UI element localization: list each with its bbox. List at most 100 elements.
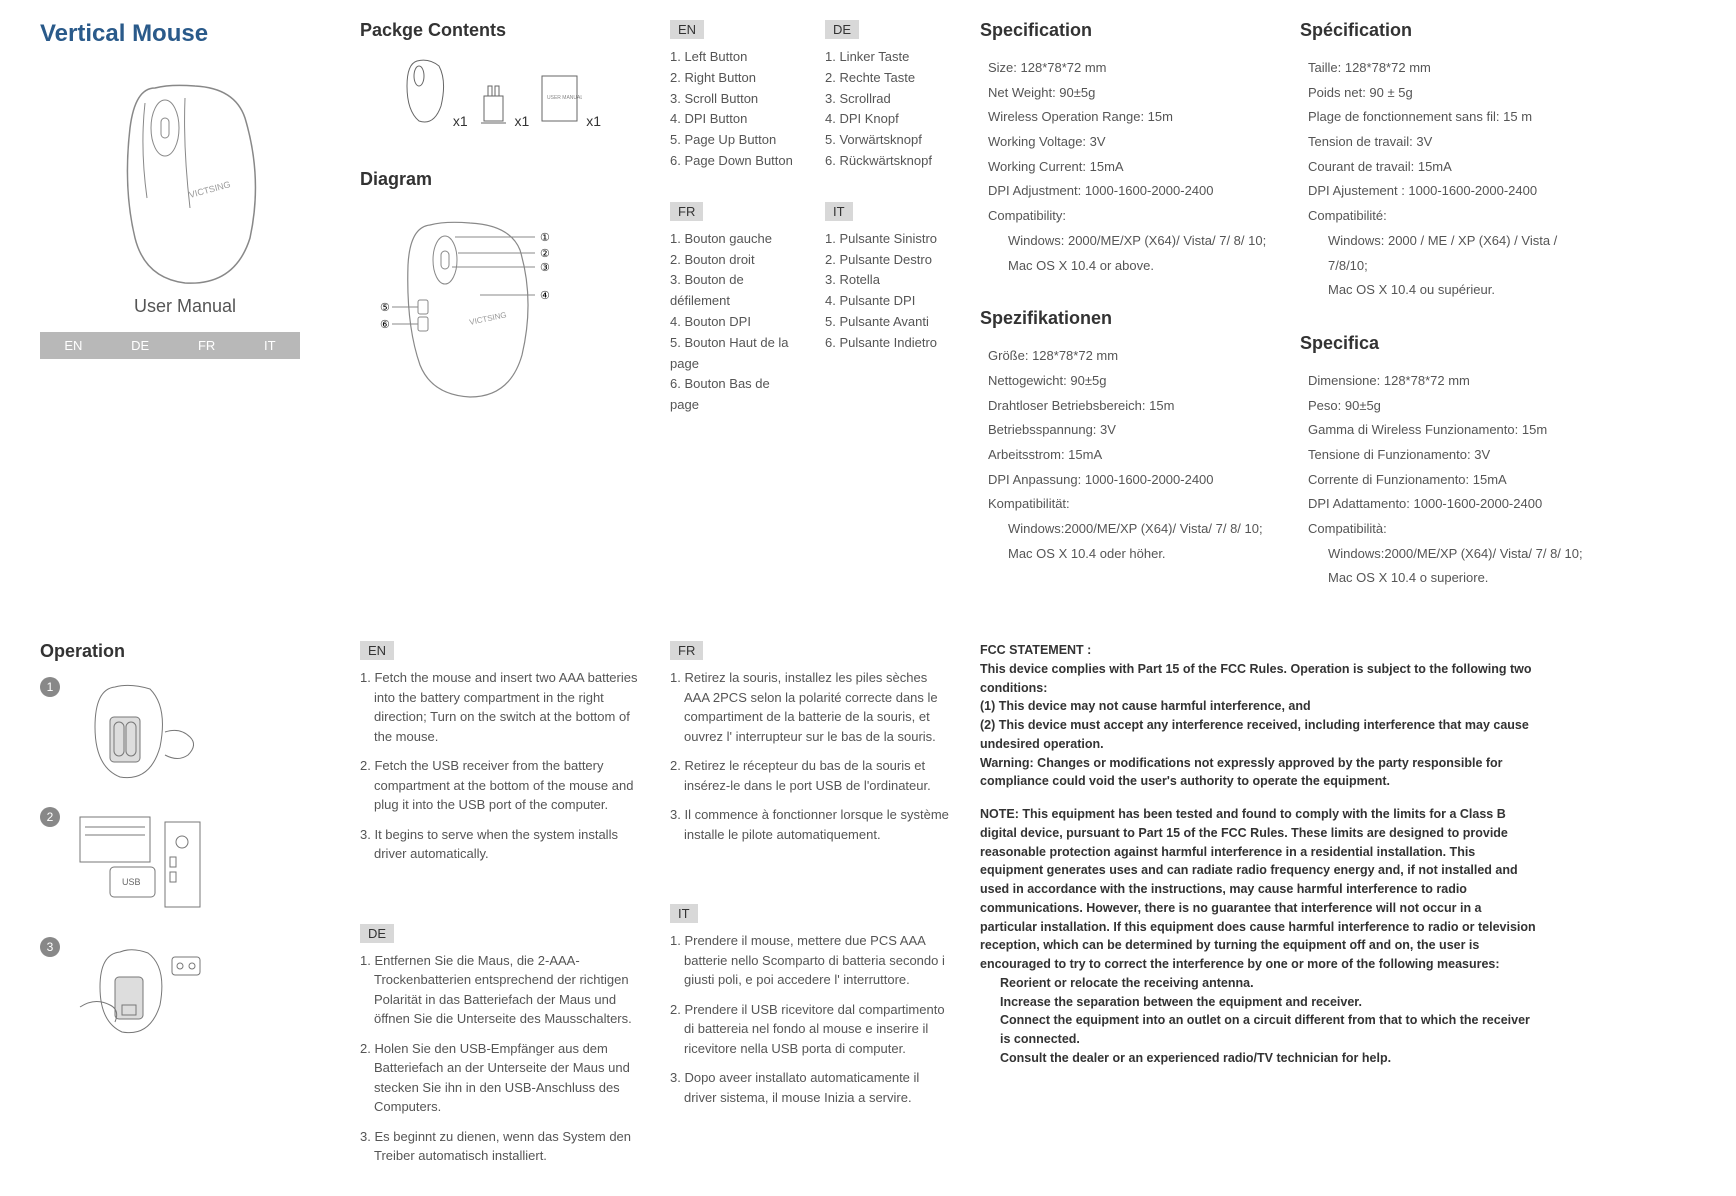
spec-line: Tension de travail: 3V [1308, 130, 1590, 155]
spec-line: Arbeitsstrom: 15mA [988, 443, 1270, 468]
svg-text:USER MANUAL: USER MANUAL [547, 95, 582, 101]
qty-1: x1 [453, 113, 468, 129]
spec-line: Poids net: 90 ± 5g [1308, 81, 1590, 106]
fcc-p1: This device complies with Part 15 of the… [980, 660, 1540, 698]
spec-de-heading: Spezifikationen [980, 308, 1270, 329]
lang-en: EN [54, 338, 92, 353]
spec-line: Peso: 90±5g [1308, 394, 1590, 419]
spec-col-1: Specification Size: 128*78*72 mm Net Wei… [980, 20, 1270, 591]
spec-col-2: Spécification Taille: 128*78*72 mm Poids… [1300, 20, 1590, 591]
spec-line: Compatibilità: [1308, 517, 1590, 542]
button-labels-panel: EN 1. Left Button 2. Right Button 3. Scr… [670, 20, 950, 591]
op-tag-en: EN [360, 641, 394, 660]
button-item: 3. Scrollrad [825, 89, 950, 110]
button-item: 6. Page Down Button [670, 151, 795, 172]
op-step: 2. Holen Sie den USB-Empfänger aus dem B… [360, 1039, 640, 1117]
op-step: 1. Entfernen Sie die Maus, die 2-AAA-Tro… [360, 951, 640, 1029]
fcc-c2: (2) This device must accept any interfer… [980, 716, 1540, 754]
spec-line: Plage de fonctionnement sans fil: 15 m [1308, 105, 1590, 130]
lang-de: DE [121, 338, 159, 353]
step-number-1: 1 [40, 677, 60, 697]
lang-tag-de: DE [825, 20, 859, 39]
spec-en-heading: Specification [980, 20, 1270, 41]
spec-compat: Mac OS X 10.4 or above. [988, 254, 1270, 279]
op-step: 3. Il commence à fonctionner lorsque le … [670, 805, 950, 844]
fcc-warn: Warning: Changes or modifications not ex… [980, 754, 1540, 792]
button-item: 3. Scroll Button [670, 89, 795, 110]
spec-line: Wireless Operation Range: 15m [988, 105, 1270, 130]
op-step: 2. Fetch the USB receiver from the batte… [360, 756, 640, 815]
button-item: 1. Pulsante Sinistro [825, 229, 950, 250]
button-item: 5. Page Up Button [670, 130, 795, 151]
spec-compat: Windows:2000/ME/XP (X64)/ Vista/ 7/ 8/ 1… [988, 517, 1270, 542]
button-item: 6. Bouton Bas de page [670, 374, 795, 416]
fcc-m1: Reorient or relocate the receiving anten… [980, 974, 1540, 993]
spec-compat: Windows:2000/ME/XP (X64)/ Vista/ 7/ 8/ 1… [1308, 542, 1590, 567]
step-3-illustration [70, 937, 210, 1047]
fcc-c1: (1) This device may not cause harmful in… [980, 697, 1540, 716]
buttons-de: DE 1. Linker Taste 2. Rechte Taste 3. Sc… [825, 20, 950, 172]
spec-it-heading: Specifica [1300, 333, 1590, 354]
lang-fr: FR [188, 338, 225, 353]
spec-compat: Windows: 2000/ME/XP (X64)/ Vista/ 7/ 8/ … [988, 229, 1270, 254]
button-item: 1. Bouton gauche [670, 229, 795, 250]
op-tag-de: DE [360, 924, 394, 943]
svg-text:VICTSING: VICTSING [469, 310, 508, 327]
spec-line: Dimensione: 128*78*72 mm [1308, 369, 1590, 394]
button-item: 1. Left Button [670, 47, 795, 68]
svg-text:USB: USB [122, 877, 141, 887]
op-step: 3. Dopo aveer installato automaticamente… [670, 1068, 950, 1107]
contents-diagram-panel: Packge Contents x1 x1 [360, 20, 640, 591]
spec-compat: Mac OS X 10.4 o superiore. [1308, 566, 1590, 591]
spec-line: DPI Adattamento: 1000-1600-2000-2400 [1308, 492, 1590, 517]
fcc-m2: Increase the separation between the equi… [980, 993, 1540, 1012]
button-item: 3. Bouton de défilement [670, 270, 795, 312]
spec-line: Größe: 128*78*72 mm [988, 344, 1270, 369]
button-item: 5. Bouton Haut de la page [670, 333, 795, 375]
button-item: 2. Bouton droit [670, 250, 795, 271]
spec-line: Net Weight: 90±5g [988, 81, 1270, 106]
lang-it: IT [254, 338, 286, 353]
diagram-illustration: VICTSING ① ② ③ ④ ⑤ ⑥ [360, 205, 580, 405]
fcc-m3: Connect the equipment into an outlet on … [980, 1011, 1540, 1049]
spec-line: Tensione di Funzionamento: 3V [1308, 443, 1590, 468]
packge-contents-heading: Packge Contents [360, 20, 640, 41]
op-step: 1. Retirez la souris, installez les pile… [670, 668, 950, 746]
product-title: Vertical Mouse [40, 20, 330, 48]
button-item: 4. DPI Button [670, 109, 795, 130]
op-step: 1. Fetch the mouse and insert two AAA ba… [360, 668, 640, 746]
lang-tag-en: EN [670, 20, 704, 39]
svg-text:②: ② [540, 248, 550, 260]
op-tag-fr: FR [670, 641, 703, 660]
op-step: 3. It begins to serve when the system in… [360, 825, 640, 864]
fcc-statement: FCC STATEMENT : This device complies wit… [980, 641, 1540, 1176]
fcc-note: NOTE: This equipment has been tested and… [980, 805, 1540, 974]
step-number-2: 2 [40, 807, 60, 827]
fcc-title: FCC STATEMENT : [980, 641, 1540, 660]
spec-line: Taille: 128*78*72 mm [1308, 56, 1590, 81]
lang-tag-fr: FR [670, 202, 703, 221]
op-step: 2. Retirez le récepteur du bas de la sou… [670, 756, 950, 795]
buttons-en: EN 1. Left Button 2. Right Button 3. Scr… [670, 20, 795, 172]
qty-2: x1 [515, 113, 530, 129]
step-1-illustration [70, 677, 210, 787]
mouse-illustration: VICTSING [95, 68, 275, 288]
button-item: 3. Rotella [825, 270, 950, 291]
spec-line: Kompatibilität: [988, 492, 1270, 517]
svg-text:⑤: ⑤ [380, 302, 390, 314]
button-item: 5. Vorwärtsknopf [825, 130, 950, 151]
svg-text:④: ④ [540, 290, 550, 302]
title-panel: Vertical Mouse VICTSING User Manual EN D… [40, 20, 330, 591]
mouse-icon [399, 56, 449, 126]
svg-text:①: ① [540, 232, 550, 244]
diagram-heading: Diagram [360, 169, 640, 190]
fcc-m4: Consult the dealer or an experienced rad… [980, 1049, 1540, 1068]
spec-line: DPI Ajustement : 1000-1600-2000-2400 [1308, 179, 1590, 204]
spec-line: DPI Adjustment: 1000-1600-2000-2400 [988, 179, 1270, 204]
button-item: 2. Right Button [670, 68, 795, 89]
spec-line: Gamma di Wireless Funzionamento: 15m [1308, 418, 1590, 443]
button-item: 2. Rechte Taste [825, 68, 950, 89]
button-item: 5. Pulsante Avanti [825, 312, 950, 333]
op-step: 2. Prendere il USB ricevitore dal compar… [670, 1000, 950, 1059]
spec-compat: Mac OS X 10.4 oder höher. [988, 542, 1270, 567]
